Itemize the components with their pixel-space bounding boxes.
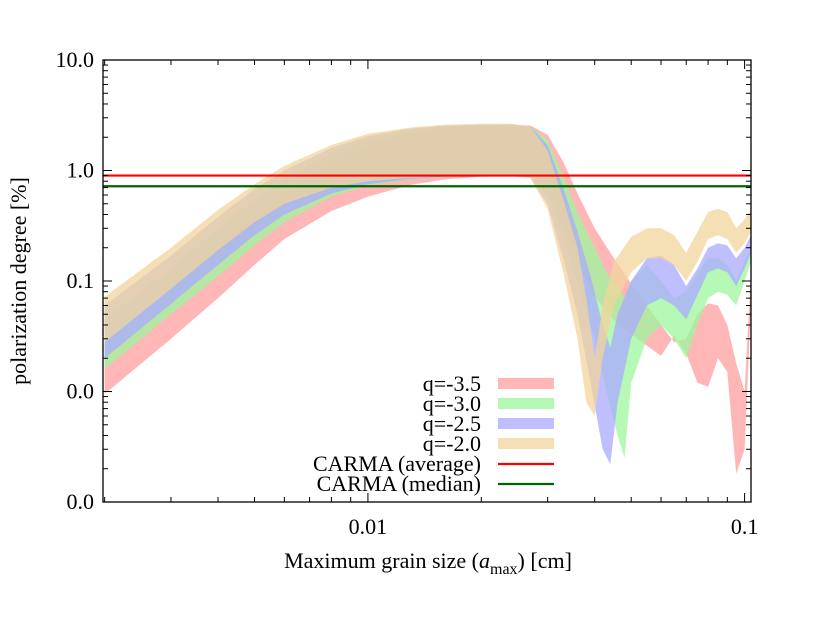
x-tick-label: 0.01 — [349, 514, 388, 539]
legend-item: q=-3.0 — [423, 391, 554, 416]
legend-swatch — [498, 378, 554, 389]
reference-lines — [103, 174, 751, 188]
legend-label: CARMA (median) — [317, 471, 481, 496]
x-axis-title-suffix: ) [cm] — [518, 548, 572, 573]
legend-item: q=-2.0 — [423, 431, 554, 456]
legend-label: q=-3.5 — [423, 371, 481, 396]
y-tick-label: 1.0 — [67, 158, 95, 183]
x-tick-labels: 0.01 0.1 — [349, 514, 759, 539]
x-axis-title-sub: max — [490, 561, 518, 578]
legend-label: q=-3.0 — [423, 391, 481, 416]
x-axis-title: Maximum grain size (amax) [cm] — [284, 548, 572, 578]
legend-item: CARMA (median) — [317, 471, 554, 496]
data-bands — [104, 123, 751, 474]
legend-item: CARMA (average) — [313, 451, 554, 476]
legend-item: q=-2.5 — [423, 411, 554, 436]
y-tick-label: 0.1 — [67, 268, 95, 293]
plot-frame — [102, 59, 752, 503]
x-axis-title-var: a — [479, 548, 490, 573]
legend-swatch — [498, 438, 554, 449]
y-tick-labels: 10.0 1.0 0.1 0.0 0.0 — [56, 47, 95, 514]
y-tick-label: 0.0 — [67, 489, 95, 514]
legend-swatch — [498, 398, 554, 409]
legend-item: q=-3.5 — [423, 371, 554, 396]
legend-swatch — [498, 418, 554, 429]
y-tick-label: 0.0 — [67, 379, 95, 404]
legend-label: q=-2.5 — [423, 411, 481, 436]
band-q-2-0 — [104, 123, 751, 416]
legend-label: CARMA (average) — [313, 451, 481, 476]
legend-label: q=-2.0 — [423, 431, 481, 456]
x-tick-label: 0.1 — [731, 514, 759, 539]
x-axis-title-prefix: Maximum grain size ( — [284, 548, 479, 573]
y-axis-title: polarization degree [%] — [6, 177, 31, 385]
y-tick-label: 10.0 — [56, 47, 95, 72]
